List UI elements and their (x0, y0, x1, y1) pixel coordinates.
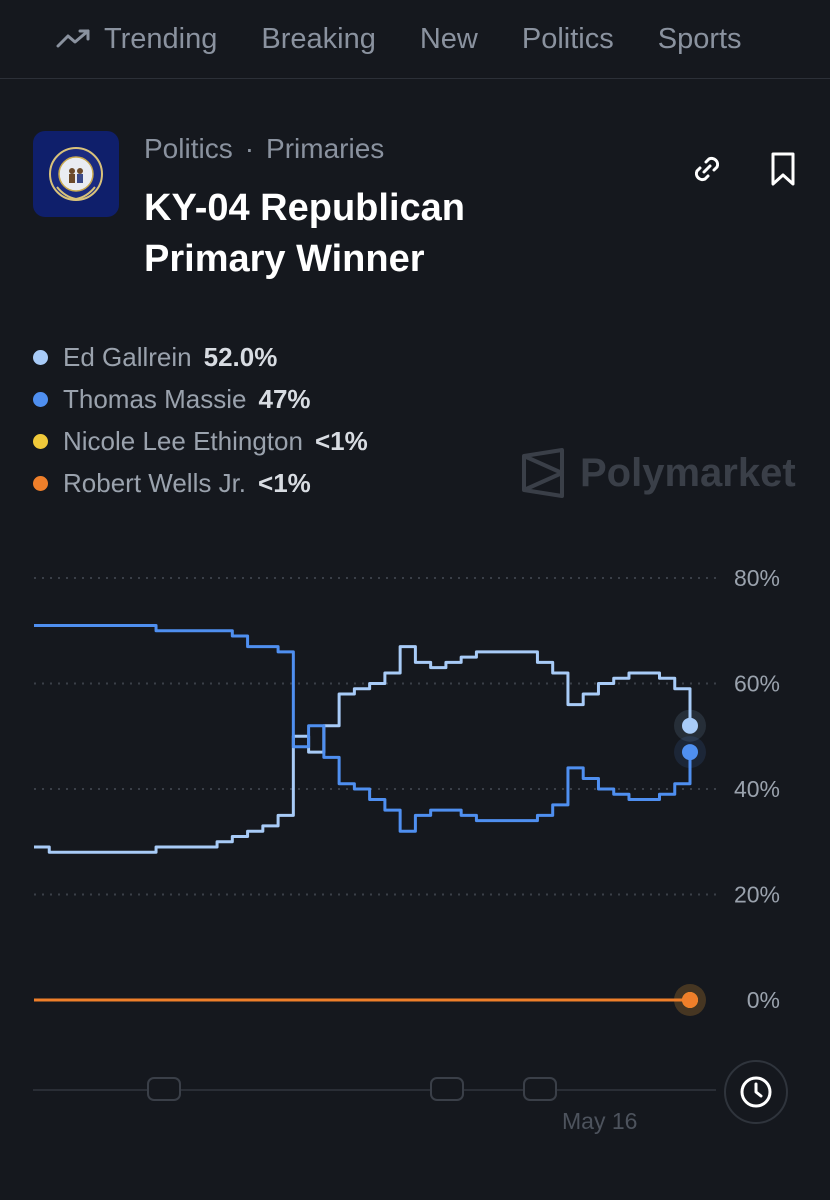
legend-item[interactable]: Robert Wells Jr. <1% (33, 462, 368, 504)
link-icon (694, 156, 720, 182)
timeline-date-label: May 16 (562, 1108, 638, 1134)
legend-value: 47% (258, 383, 311, 414)
legend-value: <1% (258, 467, 311, 498)
nav-tab-sports[interactable]: Sports (657, 22, 742, 55)
timeline-handle[interactable] (430, 1077, 464, 1101)
legend-dot (33, 475, 48, 491)
nav-fade (760, 0, 830, 78)
price-chart-svg: 80% 60% 40% 20% 0% (34, 565, 780, 1016)
legend-name: Robert Wells Jr. (63, 467, 247, 498)
nav-tab-label: Trending (104, 22, 218, 55)
copy-link-button[interactable] (687, 149, 727, 189)
trending-icon (56, 28, 92, 50)
watermark-text: Polymarket (580, 450, 796, 495)
legend-value: <1% (314, 425, 368, 456)
legend-dot (33, 391, 48, 407)
series-line-1 (34, 623, 692, 833)
legend-name: Ed Gallrein (63, 341, 192, 372)
breadcrumb-separator: · (244, 133, 255, 164)
nav-tab-trending[interactable]: Trending (56, 23, 217, 56)
legend-item[interactable]: Thomas Massie 47% (33, 378, 368, 420)
y-tick-label: 20% (734, 882, 780, 908)
breadcrumb-subcategory[interactable]: Primaries (266, 133, 385, 164)
legend-item[interactable]: Ed Gallrein 52.0% (33, 336, 368, 378)
bookmark-button[interactable] (763, 149, 803, 189)
clock-icon (740, 1076, 772, 1108)
price-chart[interactable]: 80% 60% 40% 20% 0% (0, 540, 830, 1030)
kentucky-seal-icon (33, 131, 119, 217)
series-end-point[interactable] (682, 717, 698, 734)
nav-tab-breaking[interactable]: Breaking (261, 22, 376, 55)
y-tick-label: 0% (747, 987, 780, 1013)
series-end-point[interactable] (682, 744, 698, 761)
top-nav: Trending Breaking New Politics Sports (0, 0, 830, 79)
market-title: KY-04 Republican Primary Winner (144, 187, 465, 280)
timeline-handle[interactable] (523, 1077, 557, 1101)
timeline-scrubber: May 16 (0, 1060, 830, 1140)
series-end-point[interactable] (682, 992, 698, 1008)
y-tick-label: 40% (734, 776, 780, 802)
y-tick-label: 80% (734, 565, 780, 591)
polymarket-logo-icon (522, 448, 564, 498)
legend-name: Nicole Lee Ethington (63, 425, 303, 456)
polymarket-watermark: Polymarket (520, 448, 796, 498)
breadcrumb: Politics · Primaries (144, 133, 384, 165)
timeline-track[interactable] (33, 1089, 716, 1091)
time-range-button[interactable] (724, 1060, 788, 1124)
breadcrumb-category[interactable]: Politics (144, 133, 233, 164)
nav-tab-new[interactable]: New (419, 22, 478, 55)
legend-item[interactable]: Nicole Lee Ethington <1% (33, 420, 368, 462)
nav-tab-politics[interactable]: Politics (521, 22, 614, 55)
legend-name: Thomas Massie (63, 383, 247, 414)
header-actions (687, 149, 803, 189)
chart-legend: Ed Gallrein 52.0% Thomas Massie 47% Nico… (33, 336, 368, 504)
legend-dot (33, 433, 48, 449)
series-line-0 (34, 645, 692, 854)
market-header: Politics · Primaries KY-04 Republican Pr… (33, 131, 803, 291)
bookmark-icon (771, 152, 795, 186)
legend-dot (33, 349, 48, 365)
legend-value: 52.0% (203, 341, 278, 372)
timeline-handle[interactable] (147, 1077, 181, 1101)
y-tick-label: 60% (734, 671, 780, 697)
